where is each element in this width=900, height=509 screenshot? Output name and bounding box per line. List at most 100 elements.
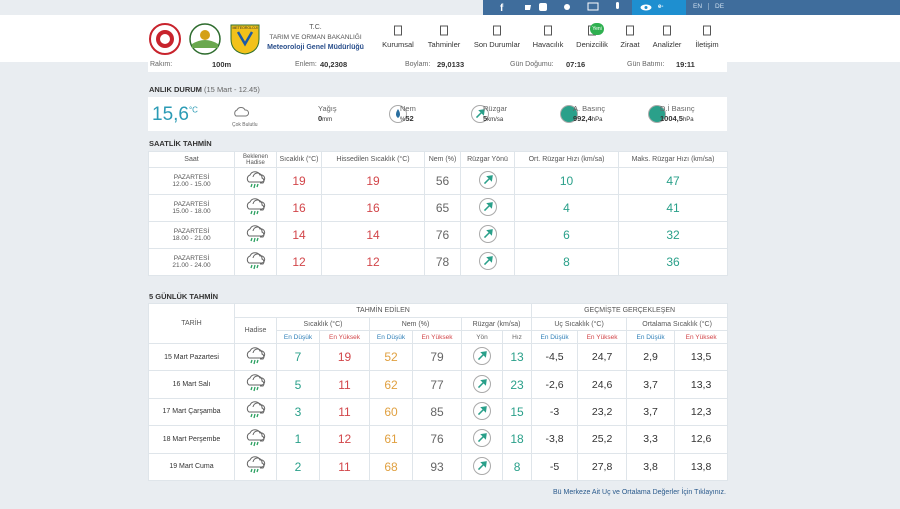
header-cell: Saat [148,151,235,168]
max-humidity: 85 [412,397,462,427]
item-unit: % [400,117,406,123]
item-unit: mm [322,117,333,123]
wind-dir [461,370,503,399]
header-cell: Sıcaklık (°C) [276,151,322,168]
time: 21.00 - 24.00 [172,262,211,269]
wind-speed: 23 [501,370,533,399]
info-label: Boylam: [405,61,431,68]
item-icon [388,104,408,129]
sub-header: Yön [461,330,503,344]
date: 16 Mart Salı [148,370,235,399]
forecast-row: PAZARTESİ 18.00 - 21.00 14 14 76 6 32 [148,221,728,249]
item-label: A. Basınç [573,104,606,113]
nav-icon [493,25,501,36]
nav-item[interactable]: Ziraat [600,25,660,49]
info-label: Gün Batımı: [627,61,665,68]
max-temp: 19 [319,342,370,372]
past-max: 24,6 [577,370,628,399]
wind-dir [460,167,515,195]
wind-dir [461,397,503,427]
min-humidity: 61 [369,425,413,454]
nav-item[interactable]: Son Durumlar [467,25,527,49]
date: 15 Mart Pazartesi [148,342,235,372]
day-row: 17 Mart Çarşamba 3 11 60 85 15 -3 23,2 3,7 12,3 [148,397,729,427]
wind-direction-icon [473,401,491,420]
wind-dir [461,452,503,481]
nav-item[interactable]: İletişim [677,25,737,49]
wind-max: 36 [618,248,728,276]
top-bar: f e-BÜLTEN EN DE [483,0,900,25]
day: PAZARTESİ [173,201,210,208]
item-unit: hPa [682,117,694,123]
header-cell: Beklenen Hadise [234,151,277,168]
nav-icon [663,25,671,36]
temp: 12 [276,248,322,276]
past-max: 25,2 [577,425,628,454]
item-value: 0 [318,114,323,123]
wind-direction-icon [471,105,489,123]
weather-icon [246,224,265,242]
max-temp: 12 [319,425,370,454]
wind-dir [461,342,503,372]
nav-icon [626,25,634,36]
past-min: -4,5 [531,342,579,372]
group-header: TAHMİN EDİLEN [233,303,533,318]
past-max: 24,7 [577,342,628,372]
past-min: -5 [531,452,579,481]
info-value: 19:11 [676,60,695,69]
sub-header: En Düşük [531,330,579,344]
nav-icon [544,25,552,36]
icon-cell [234,248,277,276]
date: 19 Mart Cuma [148,452,235,481]
humidity: 65 [424,194,461,222]
item-value: 1004,5hPa [660,114,694,123]
weather-icon [246,401,265,419]
lang-link[interactable]: DE [715,3,725,10]
nav-item[interactable]: Tahminler [414,25,474,49]
item-value: 992,4 [573,114,592,123]
group-header: GEÇMİŞTE GERÇEKLEŞEN [531,303,729,318]
header: METEOROLOJİ T.C. TARIM VE ORMAN BAKANLIĞ… [0,15,900,62]
footer-link[interactable]: Bü Merkeze Ait Uç ve Ortalama Değerler İ… [553,489,726,496]
wind-max: 47 [618,167,728,195]
min-temp: 5 [276,370,320,399]
wind-avg: 4 [514,194,619,222]
column-header: Uç Sıcaklık (°C) [531,317,628,331]
nav-label: Tahminler [427,40,461,49]
sub-row: En Düşük En Yüksek En Düşük En Yüksek Yön Hız… [149,330,729,344]
wind-direction-icon [473,456,491,475]
humidity: 56 [424,167,461,195]
forecast-row: PAZARTESİ 15.00 - 18.00 16 16 65 4 41 [148,194,728,222]
column-header: Rüzgar (km/sa) [460,317,533,331]
header-cell: Nem (%) [424,151,461,168]
nav-item[interactable]: Havacılık [518,25,578,49]
max-humidity: 76 [412,425,462,454]
social-icons[interactable]: f [483,0,633,15]
item-unit: hPa [591,117,603,123]
max-humidity: 79 [412,342,462,372]
min-temp: 2 [276,452,320,481]
svg-text:f: f [500,3,504,14]
tc: T.C. [309,24,322,31]
avg-min: 2,9 [626,342,676,372]
event-header: Hadise [234,317,277,344]
current-time: (15 Mart - 12.45) [204,85,260,94]
lang-link[interactable]: EN [693,3,710,10]
icon-cell [234,194,277,222]
max-humidity: 93 [412,452,462,481]
logos: METEOROLOJİ [149,23,260,55]
wind-direction-icon [473,374,491,393]
wind-avg: 8 [514,248,619,276]
ministry: TARIM VE ORMAN BAKANLIĞI [269,34,362,41]
wind-direction-icon [473,429,491,448]
nav-label: Havacılık [532,40,564,49]
nav-item[interactable]: Analizler [637,25,697,49]
nav-item[interactable]: Kurumsal [368,25,428,49]
past-min: -3 [531,397,579,427]
item-value: 992,4hPa [573,114,602,123]
min-temp: 7 [276,342,320,372]
sub-header: En Düşük [626,330,676,344]
avg-max: 13,8 [674,452,729,481]
current-box: 15,6°C Çok Bulutlu Yağış 0mm Nem %52 Rüzgar 5… [148,97,727,131]
